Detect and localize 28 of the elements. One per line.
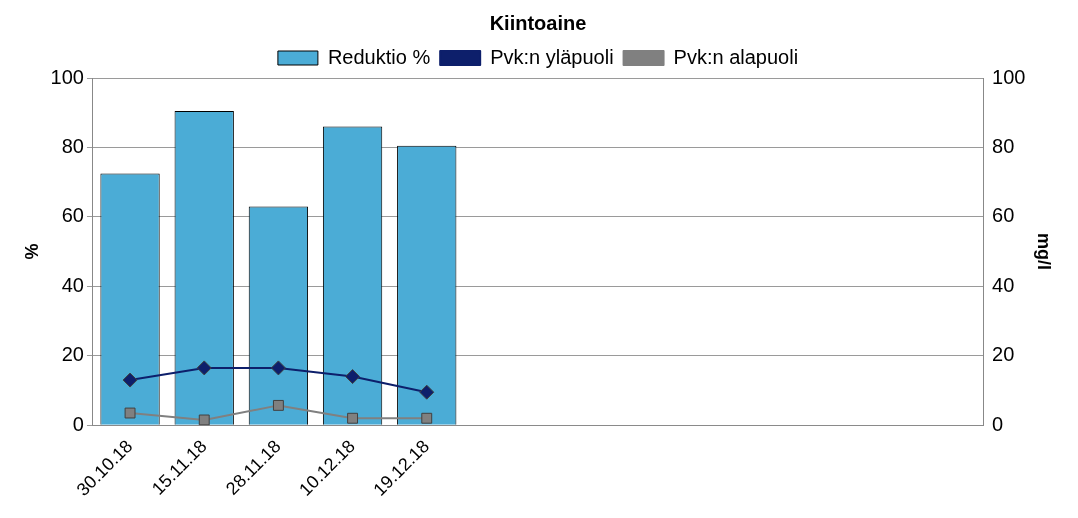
y-tick-label: 100 bbox=[50, 65, 84, 88]
y2-tick-label: 40 bbox=[992, 273, 1015, 296]
y2-tick-label: 20 bbox=[992, 343, 1015, 366]
y2-tick-label: 100 bbox=[992, 65, 1026, 88]
point bbox=[124, 407, 136, 419]
legend-label: Pvk:n yläpuoli bbox=[490, 45, 614, 68]
point bbox=[419, 384, 435, 400]
point bbox=[198, 414, 210, 426]
point bbox=[122, 372, 138, 388]
point bbox=[345, 369, 361, 385]
point bbox=[347, 412, 359, 424]
y-tick-label: 40 bbox=[61, 273, 84, 296]
point bbox=[270, 360, 286, 376]
y-axis-title: % bbox=[21, 243, 42, 260]
y2-tick-label: 60 bbox=[992, 204, 1015, 227]
point bbox=[421, 412, 433, 424]
legend-label: Reduktio % bbox=[327, 45, 431, 68]
legend-label: Pvk:n alapuoli bbox=[673, 45, 799, 68]
y-tick-label: 80 bbox=[61, 134, 84, 157]
point bbox=[272, 399, 284, 411]
point bbox=[196, 360, 212, 376]
chart-title: Kiintoaine bbox=[489, 11, 587, 34]
y2-tick-label: 80 bbox=[992, 134, 1015, 157]
y-tick-label: 0 bbox=[72, 412, 84, 435]
y-tick-label: 20 bbox=[61, 343, 84, 366]
y2-tick-label: 0 bbox=[992, 412, 1004, 435]
y2-axis-title: mg/l bbox=[1034, 233, 1055, 271]
y-tick-label: 60 bbox=[61, 204, 84, 227]
